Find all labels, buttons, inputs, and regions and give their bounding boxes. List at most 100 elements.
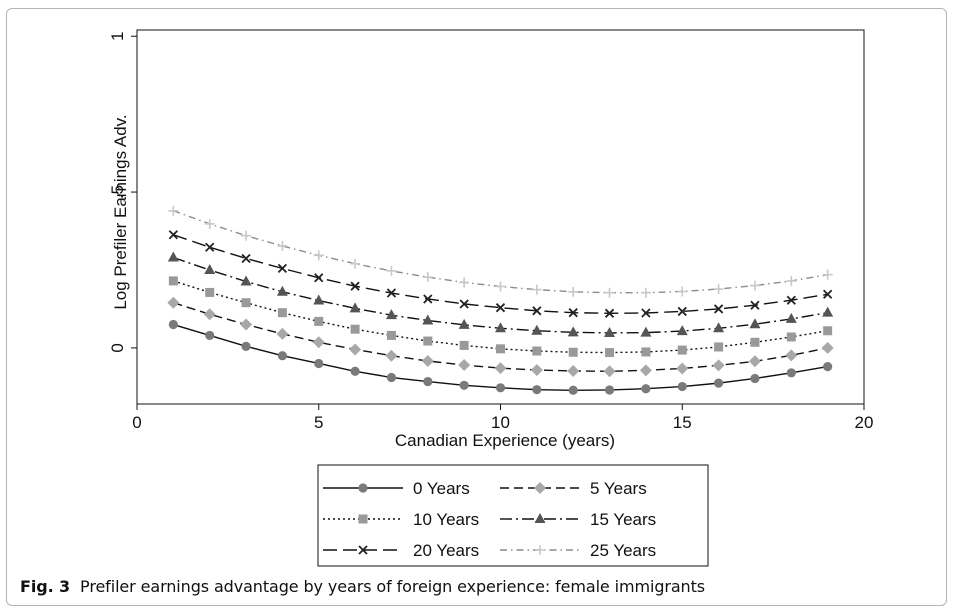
- data-point: [205, 242, 215, 252]
- data-point: [350, 258, 361, 269]
- x-tick-label: 0: [132, 413, 141, 432]
- data-point: [712, 359, 725, 372]
- data-point: [385, 309, 397, 320]
- legend-entry: 5 Years: [500, 479, 647, 498]
- data-point: [314, 358, 324, 369]
- data-point: [823, 362, 833, 372]
- data-point: [459, 340, 469, 350]
- legend-label: 15 Years: [590, 510, 656, 529]
- data-point: [531, 324, 543, 335]
- data-point: [459, 299, 469, 309]
- data-point: [277, 240, 288, 251]
- series-1: [167, 296, 834, 378]
- data-point: [168, 276, 178, 286]
- data-point: [241, 253, 251, 264]
- data-point: [567, 364, 580, 377]
- data-point: [750, 337, 760, 347]
- data-point: [203, 308, 216, 321]
- legend-entry: 15 Years: [500, 510, 656, 529]
- series-5: [168, 205, 833, 298]
- data-point: [604, 385, 615, 395]
- data-point: [713, 304, 724, 314]
- data-point: [422, 272, 433, 283]
- data-point: [786, 332, 796, 342]
- data-point: [350, 281, 360, 291]
- legend-box: [317, 464, 709, 567]
- data-point: [823, 326, 833, 336]
- legend-marker: [358, 545, 368, 555]
- data-point: [786, 368, 796, 378]
- legend-label: 5 Years: [590, 479, 647, 498]
- data-point: [386, 265, 397, 276]
- data-point: [532, 385, 542, 395]
- series-0: [168, 319, 833, 395]
- y-tick-label: .5: [108, 185, 127, 199]
- legend-entry: 0 Years: [323, 479, 470, 498]
- figure-label: Fig. 3: [20, 577, 71, 596]
- data-point: [823, 289, 833, 299]
- data-point: [459, 277, 470, 288]
- data-point: [422, 314, 434, 325]
- data-point: [496, 344, 505, 354]
- x-tick-label: 10: [491, 413, 510, 432]
- data-point: [459, 380, 469, 390]
- legend-marker: [534, 482, 546, 494]
- legend-label: 10 Years: [413, 510, 479, 529]
- x-axis: 0 5 10 15 20: [132, 404, 873, 432]
- data-point: [713, 322, 725, 333]
- data-point: [785, 349, 798, 362]
- data-point: [676, 325, 688, 336]
- data-point: [677, 286, 688, 297]
- data-point: [314, 316, 324, 326]
- data-point: [313, 250, 324, 261]
- data-point: [205, 330, 215, 341]
- data-point: [314, 273, 324, 283]
- data-point: [639, 364, 652, 377]
- legend-marker: [534, 513, 546, 523]
- data-point: [604, 326, 616, 337]
- data-point: [603, 365, 616, 378]
- data-point: [386, 330, 396, 340]
- data-point: [748, 355, 761, 368]
- data-point: [241, 298, 251, 308]
- y-tick-label: 1: [108, 31, 127, 40]
- data-point: [532, 346, 542, 356]
- data-point: [785, 312, 797, 323]
- data-point: [640, 326, 652, 337]
- data-point: [423, 336, 433, 346]
- x-tick-label: 20: [855, 413, 874, 432]
- data-point: [458, 318, 470, 329]
- data-point: [495, 322, 506, 333]
- data-point: [822, 306, 834, 317]
- legend-label: 25 Years: [590, 541, 656, 560]
- data-point: [423, 294, 433, 304]
- data-point: [204, 218, 215, 229]
- data-point: [531, 284, 542, 295]
- data-point: [604, 308, 615, 318]
- figure-caption: Fig. 3 Prefiler earnings advantage by ye…: [20, 577, 705, 596]
- plot-area: [136, 29, 865, 405]
- data-point: [713, 283, 724, 294]
- legend-entry: 20 Years: [323, 541, 479, 560]
- legend-marker: [535, 545, 545, 555]
- legend-entry: 25 Years: [500, 541, 656, 560]
- series-4: [168, 230, 833, 318]
- data-point: [532, 306, 542, 316]
- x-tick-label: 15: [673, 413, 692, 432]
- data-point: [605, 348, 615, 358]
- legend: 0 Years 5 Years 10 Years 15 Years 20 Years 25…: [317, 464, 709, 567]
- y-axis-label: Log Prefiler Earnings Adv.: [111, 114, 130, 309]
- data-point: [350, 366, 360, 376]
- data-point: [676, 362, 689, 375]
- data-point: [168, 230, 178, 240]
- data-point: [277, 351, 287, 361]
- data-point: [168, 205, 179, 216]
- data-point: [386, 372, 397, 383]
- data-point: [604, 287, 615, 298]
- data-point: [750, 300, 760, 310]
- data-point: [714, 342, 724, 352]
- data-point: [786, 275, 797, 286]
- y-tick-label: 0: [108, 343, 127, 352]
- data-point: [568, 347, 578, 357]
